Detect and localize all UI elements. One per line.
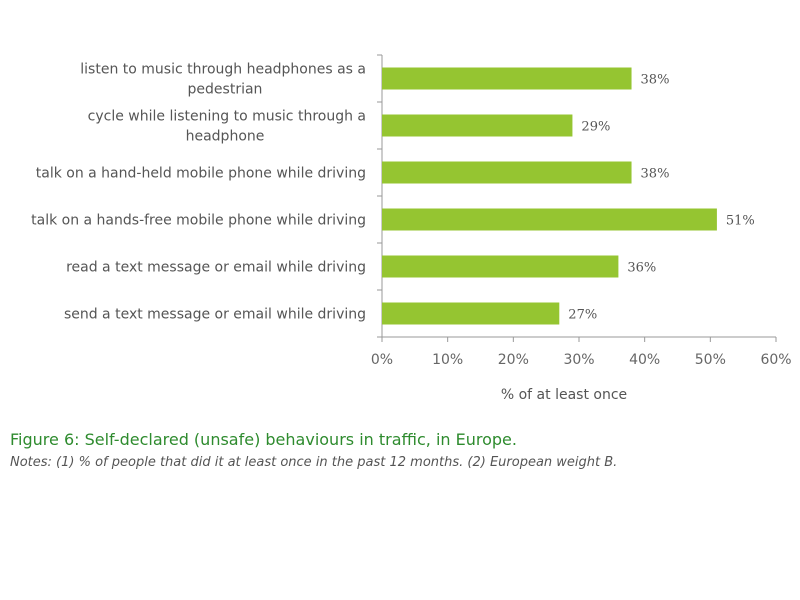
category-label: read a text message or email while drivi…: [66, 260, 366, 276]
bar: [382, 114, 573, 137]
bar-chart: 0% 10% 20% 30% 40% 50% 60% 38% listen to music t…: [31, 54, 792, 403]
bar: [382, 255, 619, 278]
bar: [382, 67, 632, 90]
category-label: listen to music through headphones as a: [80, 62, 366, 78]
x-tick-label: 50%: [695, 352, 726, 368]
x-axis-title: % of at least once: [501, 387, 627, 403]
category-label: cycle while listening to music through a: [88, 109, 366, 125]
bar: [382, 302, 560, 325]
figure-caption: Figure 6: Self-declared (unsafe) behavio…: [10, 430, 517, 449]
category-label: talk on a hands-free mobile phone while …: [31, 213, 366, 229]
category-label: talk on a hand-held mobile phone while d…: [36, 166, 366, 182]
x-tick-label: 40%: [629, 352, 660, 368]
bar: [382, 208, 717, 231]
x-tick-label: 60%: [760, 352, 791, 368]
category-label: headphone: [186, 129, 265, 145]
figure-notes: Notes: (1) % of people that did it at le…: [10, 455, 618, 470]
category-label: send a text message or email while drivi…: [64, 307, 366, 323]
x-tick-label: 0%: [371, 352, 393, 368]
data-label: 38%: [641, 73, 670, 88]
data-label: 38%: [641, 167, 670, 182]
bar: [382, 161, 632, 184]
data-label: 27%: [568, 308, 597, 323]
data-label: 29%: [581, 120, 610, 135]
x-tick-label: 30%: [563, 352, 594, 368]
data-label: 51%: [726, 214, 755, 229]
data-label: 36%: [627, 261, 656, 276]
x-tick-label: 20%: [498, 352, 529, 368]
category-label: pedestrian: [188, 82, 263, 98]
x-tick-label: 10%: [432, 352, 463, 368]
